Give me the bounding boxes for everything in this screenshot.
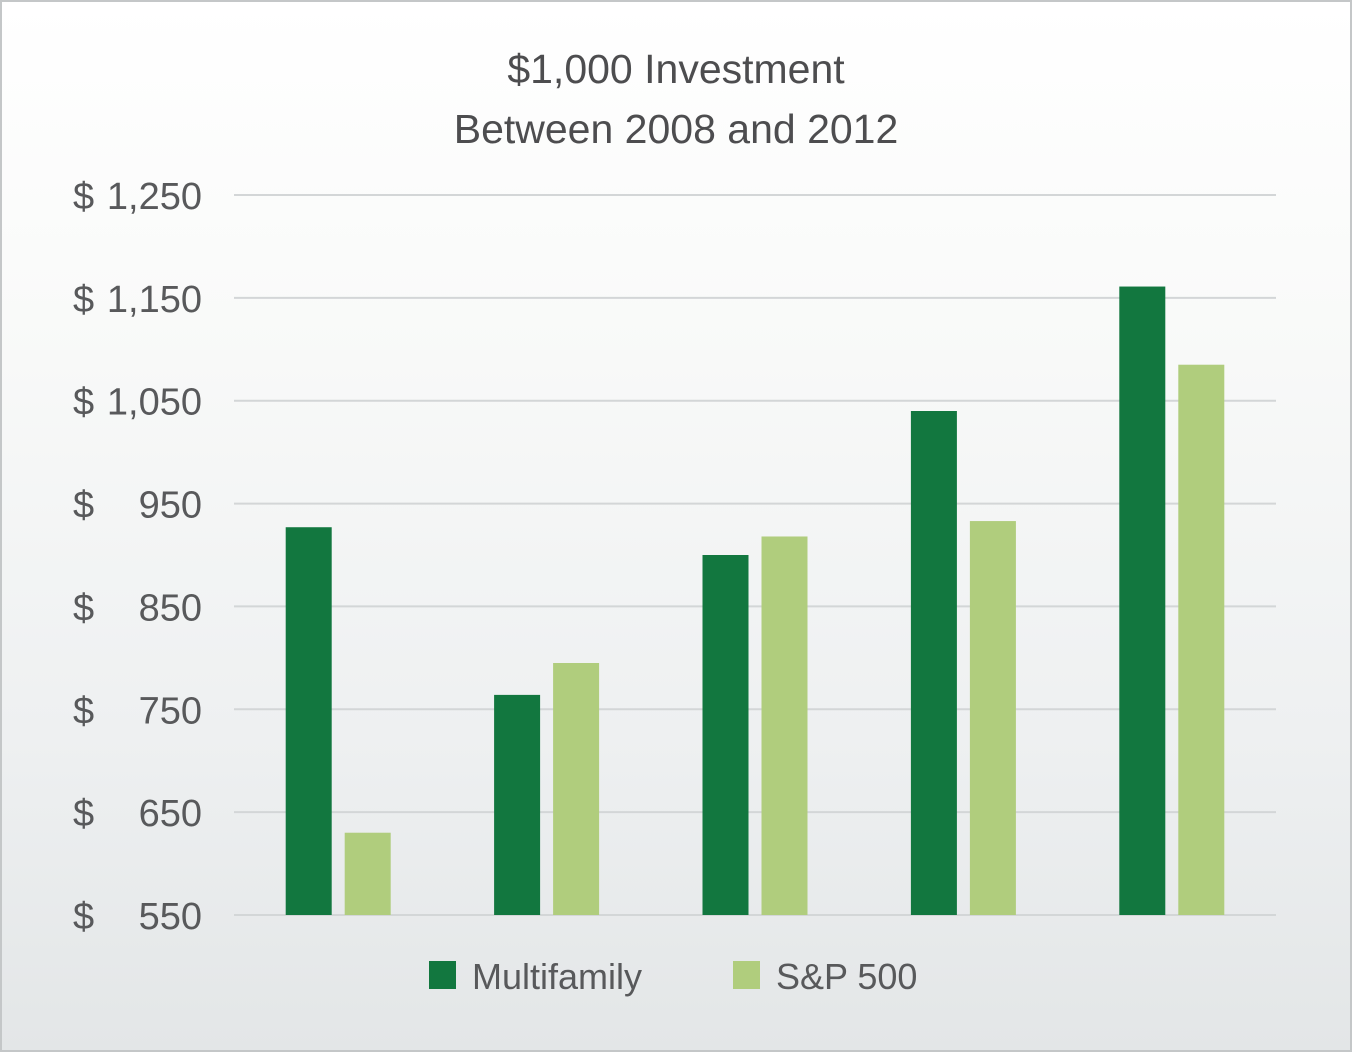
legend-label-multifamily: Multifamily: [472, 956, 642, 997]
bar-sp500-2: [553, 663, 600, 915]
y-tick-label: 750: [139, 690, 202, 732]
bar-sp500-5: [1178, 364, 1225, 915]
legend-label-sp500: S&P 500: [776, 956, 917, 997]
y-tick-currency: $: [73, 896, 94, 938]
y-tick-currency: $: [73, 176, 94, 218]
chart-title-line-1: $1,000 Investment: [507, 46, 845, 92]
y-tick-label: 950: [139, 485, 202, 527]
legend-swatch-multifamily: [429, 961, 456, 989]
y-tick-label: 1,050: [107, 382, 202, 424]
y-tick-label: 850: [139, 587, 202, 629]
y-tick-label: 550: [139, 896, 202, 938]
y-tick-label: 650: [139, 793, 202, 835]
bar-multifamily-3: [702, 555, 749, 915]
bar-multifamily-1: [285, 527, 332, 915]
legend: Multifamily S&P 500: [429, 956, 917, 997]
chart-title-line-2: Between 2008 and 2012: [454, 106, 899, 152]
gridlines: [234, 194, 1276, 916]
y-tick-currency: $: [73, 485, 94, 527]
bar-multifamily-2: [494, 694, 541, 915]
y-tick-currency: $: [73, 587, 94, 629]
y-tick-label: 1,250: [107, 176, 202, 218]
bar-multifamily-4: [910, 411, 957, 915]
y-tick-currency: $: [73, 690, 94, 732]
y-tick-currency: $: [73, 382, 94, 424]
y-tick-label: 1,150: [107, 279, 202, 321]
y-tick-currency: $: [73, 793, 94, 835]
bar-sp500-1: [344, 832, 391, 915]
legend-swatch-sp500: [733, 961, 760, 989]
y-axis: $1,250 $ 1,150 $ 1,050 $ 950 $ 850 $ 750 $ 650 $ 550: [73, 176, 202, 938]
y-tick-currency: $: [73, 279, 94, 321]
bar-multifamily-5: [1119, 286, 1166, 915]
bar-sp500-4: [969, 521, 1016, 915]
bars: [285, 286, 1225, 915]
bar-sp500-3: [761, 536, 808, 915]
